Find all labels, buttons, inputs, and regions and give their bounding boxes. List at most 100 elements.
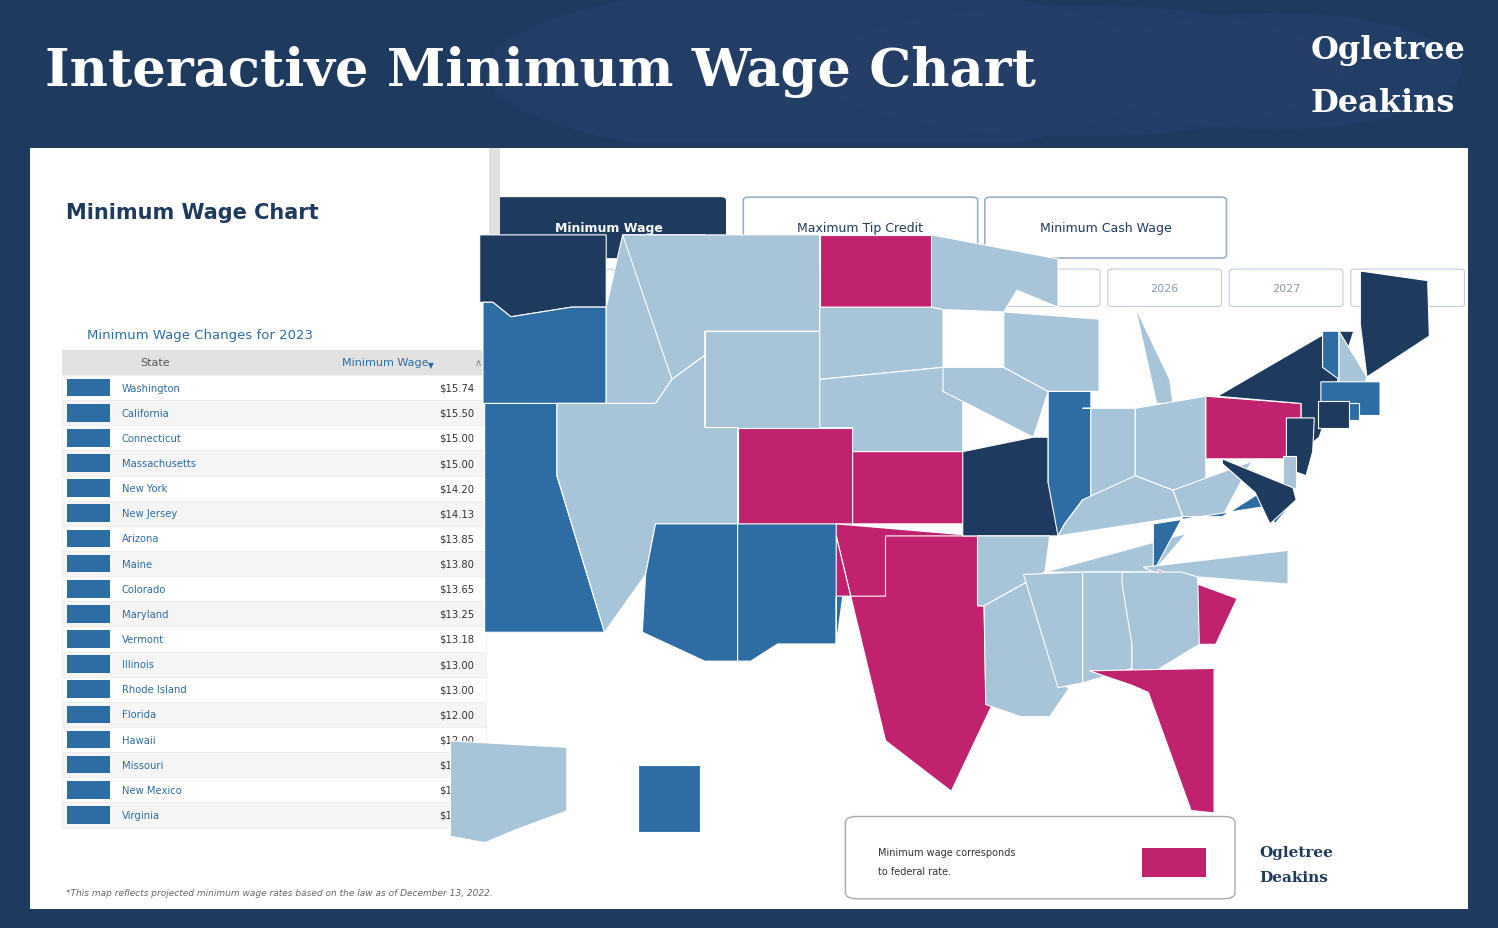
FancyBboxPatch shape — [1109, 270, 1221, 307]
Text: Interactive Minimum Wage Chart: Interactive Minimum Wage Chart — [45, 46, 1037, 97]
Bar — [67, 455, 111, 472]
Polygon shape — [451, 741, 566, 843]
Polygon shape — [638, 766, 700, 832]
Polygon shape — [1173, 462, 1252, 517]
Polygon shape — [1122, 573, 1200, 686]
Text: Minimum wage corresponds: Minimum wage corresponds — [878, 846, 1016, 857]
Polygon shape — [1206, 397, 1302, 459]
Text: Minimum Wage Chart: Minimum Wage Chart — [66, 203, 319, 223]
Text: *This map reflects projected minimum wage rates based on the law as of December : *This map reflects projected minimum wag… — [66, 888, 493, 897]
Bar — [61, 601, 485, 626]
Text: $15.50: $15.50 — [439, 408, 475, 419]
Bar — [488, 363, 500, 476]
Text: Massachusetts: Massachusetts — [121, 458, 196, 469]
Text: 2026: 2026 — [1150, 283, 1179, 293]
Polygon shape — [1218, 332, 1354, 452]
Polygon shape — [482, 303, 607, 404]
Bar — [488, 24, 500, 476]
FancyBboxPatch shape — [622, 270, 736, 307]
Text: Deakins: Deakins — [1311, 88, 1455, 119]
Bar — [61, 401, 485, 426]
Polygon shape — [1347, 404, 1359, 421]
Bar — [61, 677, 485, 702]
Text: $13.65: $13.65 — [439, 584, 475, 594]
Bar — [67, 706, 111, 724]
Bar — [67, 605, 111, 623]
Bar — [67, 430, 111, 447]
Bar — [61, 651, 485, 677]
Bar — [1141, 848, 1206, 877]
Text: Florida: Florida — [121, 710, 156, 719]
FancyBboxPatch shape — [743, 198, 978, 259]
Polygon shape — [819, 367, 963, 452]
Text: to federal rate.: to federal rate. — [878, 867, 951, 876]
FancyBboxPatch shape — [864, 270, 978, 307]
Text: $14.20: $14.20 — [439, 483, 475, 494]
FancyBboxPatch shape — [500, 270, 614, 307]
Text: $13.18: $13.18 — [439, 635, 475, 644]
Text: Missouri: Missouri — [121, 760, 163, 770]
Text: Maximum Tip Credit: Maximum Tip Credit — [797, 222, 923, 235]
Text: $13.00: $13.00 — [439, 660, 475, 669]
Text: $13.25: $13.25 — [439, 609, 475, 619]
Text: $14.13: $14.13 — [439, 509, 475, 519]
Text: $12.00: $12.00 — [439, 735, 475, 745]
Bar — [61, 702, 485, 728]
Bar — [61, 728, 485, 753]
Bar — [67, 480, 111, 497]
Text: Vermont: Vermont — [121, 635, 165, 644]
Bar — [61, 551, 485, 576]
Text: 2027: 2027 — [1272, 283, 1300, 293]
Text: 2024: 2024 — [908, 283, 936, 293]
Text: New Mexico: New Mexico — [121, 785, 181, 795]
Polygon shape — [1153, 493, 1293, 573]
Text: $12.00: $12.00 — [439, 760, 475, 770]
Bar — [67, 380, 111, 397]
Text: Minimum Cash Wage: Minimum Cash Wage — [1040, 222, 1171, 235]
Text: Illinois: Illinois — [121, 660, 154, 669]
Text: New Jersey: New Jersey — [121, 509, 177, 519]
Polygon shape — [1360, 272, 1429, 378]
Polygon shape — [704, 332, 819, 428]
Bar — [61, 753, 485, 778]
Polygon shape — [1338, 332, 1366, 387]
Polygon shape — [1143, 551, 1288, 585]
Bar — [61, 803, 485, 828]
Polygon shape — [1058, 476, 1183, 536]
Text: $13.80: $13.80 — [439, 559, 475, 569]
Text: $12.00: $12.00 — [439, 785, 475, 795]
Bar — [67, 681, 111, 698]
Text: Washington: Washington — [121, 383, 181, 393]
Bar — [61, 526, 485, 551]
Polygon shape — [852, 452, 974, 524]
Text: Deakins: Deakins — [1260, 870, 1329, 883]
Text: $13.85: $13.85 — [439, 534, 475, 544]
Text: Minimum Wage: Minimum Wage — [342, 358, 428, 368]
Text: Connecticut: Connecticut — [121, 433, 181, 444]
Bar — [61, 576, 485, 601]
Bar — [61, 778, 485, 803]
Bar — [67, 630, 111, 648]
Polygon shape — [777, 536, 992, 792]
FancyBboxPatch shape — [845, 817, 1234, 899]
Polygon shape — [1158, 570, 1237, 645]
Text: 2021: 2021 — [542, 283, 571, 293]
Text: $15.00: $15.00 — [439, 458, 475, 469]
Polygon shape — [1284, 457, 1296, 488]
Ellipse shape — [1086, 15, 1461, 130]
Text: $13.00: $13.00 — [439, 685, 475, 694]
Text: ∧: ∧ — [475, 358, 482, 368]
Polygon shape — [1023, 573, 1083, 688]
Bar — [67, 555, 111, 573]
Polygon shape — [932, 236, 1058, 313]
Bar — [67, 731, 111, 749]
Text: California: California — [121, 408, 169, 419]
FancyBboxPatch shape — [984, 198, 1227, 259]
Text: Virginia: Virginia — [121, 810, 160, 820]
Polygon shape — [1135, 397, 1206, 491]
Text: 2022: 2022 — [664, 283, 692, 293]
Bar — [61, 476, 485, 501]
Bar — [61, 626, 485, 651]
Polygon shape — [1083, 573, 1132, 683]
Bar — [67, 530, 111, 548]
